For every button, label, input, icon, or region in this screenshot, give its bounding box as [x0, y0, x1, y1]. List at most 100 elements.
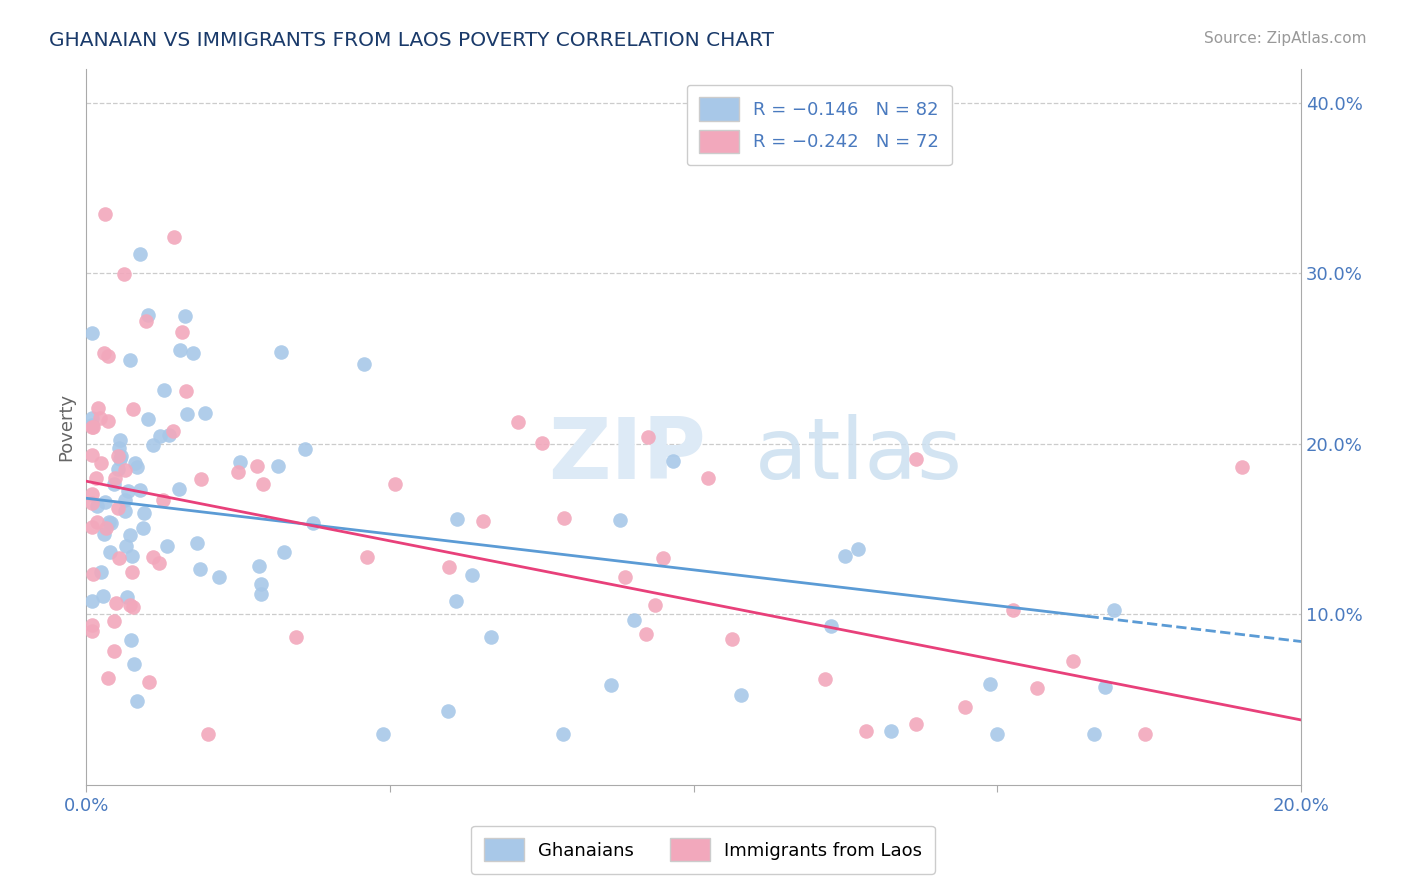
Point — [730, 688, 752, 702]
Point — [1094, 680, 1116, 694]
Point — [108, 550, 131, 565]
Point — [82, 594, 104, 608]
Point — [135, 314, 157, 328]
Point — [82, 448, 104, 462]
Point — [108, 442, 131, 456]
Point — [82, 624, 104, 638]
Point — [103, 614, 125, 628]
Text: ZIP: ZIP — [548, 414, 706, 497]
Point — [163, 230, 186, 244]
Point — [247, 559, 270, 574]
Point — [855, 723, 877, 738]
Point — [105, 596, 128, 610]
Point — [226, 465, 249, 479]
Point — [129, 247, 152, 261]
Point — [530, 435, 553, 450]
Point — [834, 549, 856, 564]
Point — [117, 484, 139, 499]
Point — [82, 420, 104, 434]
Point — [879, 723, 901, 738]
Point — [120, 633, 142, 648]
Point — [506, 415, 529, 429]
Point — [94, 207, 117, 221]
Point — [121, 549, 143, 563]
Point — [103, 477, 125, 491]
Point — [446, 593, 468, 607]
Point — [162, 424, 184, 438]
Point — [107, 501, 129, 516]
Point — [124, 456, 146, 470]
Point — [1102, 603, 1125, 617]
Point — [551, 726, 574, 740]
Point — [90, 565, 112, 579]
Point — [384, 477, 406, 491]
Point — [114, 463, 136, 477]
Point — [820, 619, 842, 633]
Point — [129, 483, 152, 497]
Point — [267, 458, 290, 473]
Point — [250, 586, 273, 600]
Point — [353, 358, 375, 372]
Point — [122, 657, 145, 671]
Point — [1002, 603, 1025, 617]
Point — [814, 672, 837, 686]
Point — [142, 549, 165, 564]
Point — [118, 598, 141, 612]
Point — [82, 520, 104, 534]
Point — [103, 644, 125, 658]
Point — [156, 539, 179, 553]
Point — [472, 515, 495, 529]
Point — [148, 557, 170, 571]
Point — [437, 560, 460, 574]
Point — [246, 458, 269, 473]
Point — [1232, 460, 1254, 475]
Point — [100, 516, 122, 530]
Point — [120, 352, 142, 367]
Text: atlas: atlas — [755, 414, 963, 497]
Legend: Ghanaians, Immigrants from Laos: Ghanaians, Immigrants from Laos — [471, 826, 935, 874]
Point — [623, 613, 645, 627]
Point — [186, 535, 208, 549]
Point — [97, 414, 120, 428]
Point — [112, 268, 135, 282]
Point — [91, 589, 114, 603]
Point — [82, 496, 104, 510]
Point — [302, 516, 325, 531]
Point — [82, 410, 104, 425]
Point — [194, 406, 217, 420]
Point — [228, 455, 250, 469]
Point — [114, 504, 136, 518]
Point — [446, 511, 468, 525]
Text: Source: ZipAtlas.com: Source: ZipAtlas.com — [1204, 31, 1367, 46]
Point — [136, 308, 159, 322]
Point — [437, 704, 460, 718]
Y-axis label: Poverty: Poverty — [58, 392, 75, 460]
Point — [120, 528, 142, 542]
Point — [82, 326, 104, 340]
Point — [953, 699, 976, 714]
Point — [122, 600, 145, 615]
Point — [1062, 654, 1084, 668]
Point — [107, 462, 129, 476]
Point — [110, 450, 132, 464]
Point — [169, 343, 191, 357]
Point — [188, 562, 211, 576]
Point — [252, 477, 274, 491]
Point — [652, 551, 675, 566]
Point — [90, 456, 112, 470]
Point — [97, 671, 120, 685]
Point — [157, 428, 180, 442]
Point — [721, 632, 744, 647]
Point — [93, 526, 115, 541]
Point — [637, 430, 659, 444]
Point — [208, 570, 231, 584]
Point — [82, 420, 104, 434]
Point — [93, 346, 115, 360]
Point — [98, 516, 121, 530]
Point — [461, 568, 484, 582]
Point — [697, 471, 720, 485]
Point — [115, 590, 138, 604]
Point — [86, 499, 108, 513]
Point — [125, 460, 148, 475]
Point — [131, 521, 153, 535]
